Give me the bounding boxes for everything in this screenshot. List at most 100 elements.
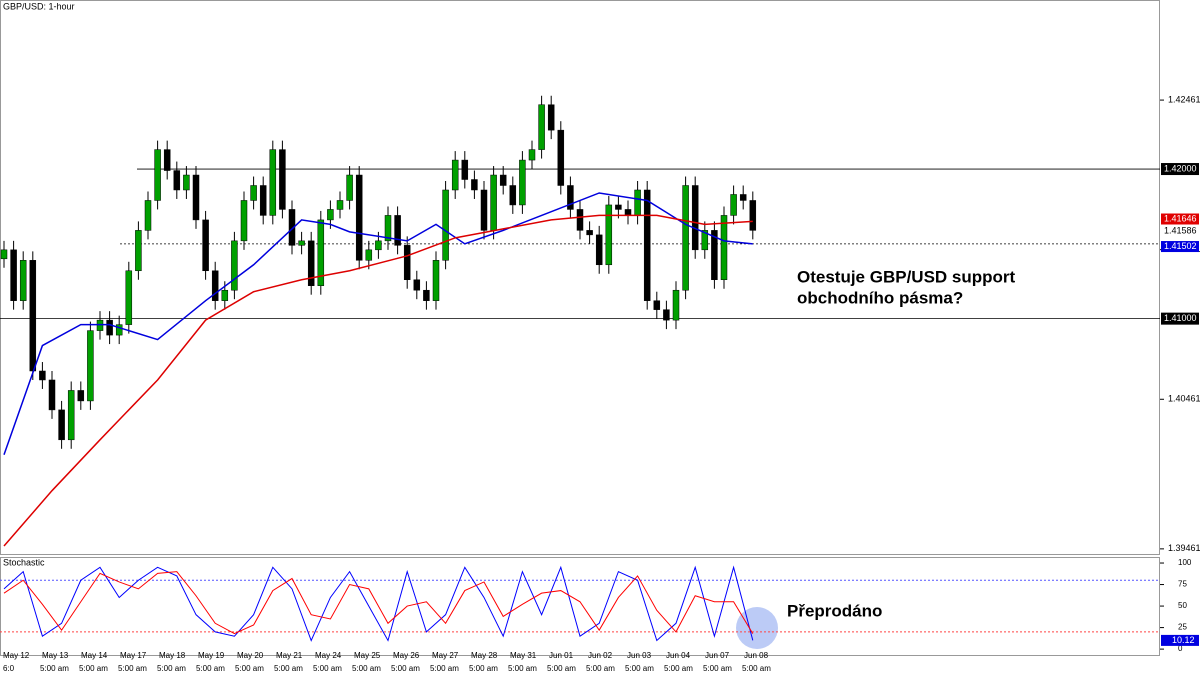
y-tick-label: 0	[1178, 644, 1183, 653]
candle-body	[576, 209, 584, 231]
candle-body	[115, 324, 123, 336]
x-time-label: 5:00 am	[547, 664, 576, 673]
candle-body	[67, 390, 75, 441]
candle-body	[87, 330, 94, 402]
candle-body	[144, 200, 152, 231]
candle-body	[653, 300, 661, 310]
candle-body	[327, 209, 334, 221]
candle-body	[346, 174, 353, 201]
highlight	[736, 607, 778, 649]
x-date-label: Jun 03	[627, 651, 652, 660]
price-panel	[0, 0, 1160, 555]
candle-body	[499, 174, 507, 186]
candle-body	[231, 240, 238, 291]
x-date-label: May 27	[432, 651, 459, 660]
candle-body	[615, 204, 622, 210]
candle-body	[634, 189, 641, 216]
x-date-label: May 12	[3, 651, 30, 660]
candle-body	[691, 185, 699, 251]
x-date-label: May 14	[81, 651, 108, 660]
candle-body	[471, 179, 478, 191]
candle-body	[288, 209, 296, 246]
x-time-label: 5:00 am	[40, 664, 69, 673]
x-date-label: May 26	[393, 651, 420, 660]
price-label: 1.42000	[1164, 163, 1197, 173]
chart-title: GBP/USD: 1-hour	[3, 1, 75, 11]
x-date-label: May 25	[354, 651, 381, 660]
candle-body	[451, 159, 459, 191]
candle-body	[509, 185, 517, 206]
candle-body	[413, 279, 421, 291]
price-label: 1.41000	[1164, 313, 1197, 323]
x-date-label: May 19	[198, 651, 225, 660]
x-date-label: May 24	[315, 651, 342, 660]
moving-average	[3, 214, 753, 547]
x-time-label: 6:0	[3, 664, 15, 673]
x-time-label: 5:00 am	[274, 664, 303, 673]
y-tick-label: 75	[1178, 580, 1187, 589]
candle-body	[384, 215, 392, 242]
candle-body	[663, 309, 670, 321]
x-time-label: 5:00 am	[430, 664, 459, 673]
candle-body	[624, 209, 632, 216]
candle-body	[643, 189, 651, 301]
candle-body	[279, 149, 286, 210]
candle-body	[192, 174, 200, 221]
x-time-label: 5:00 am	[391, 664, 420, 673]
x-time-label: 5:00 am	[625, 664, 654, 673]
annotation: Přeprodáno	[787, 601, 882, 620]
candle-body	[298, 240, 305, 246]
x-time-label: 5:00 am	[79, 664, 108, 673]
x-date-label: Jun 04	[666, 651, 691, 660]
x-date-label: Jun 07	[705, 651, 730, 660]
stoch-line	[3, 571, 754, 635]
candle-body	[490, 174, 497, 231]
candle-body	[701, 230, 709, 251]
candle-body	[39, 370, 46, 381]
x-date-label: May 17	[120, 651, 147, 660]
candle-body	[19, 260, 27, 301]
moving-average	[3, 192, 753, 456]
y-tick-label: 25	[1178, 623, 1187, 632]
candle-body	[538, 104, 545, 150]
candle-body	[135, 230, 142, 272]
x-time-label: 5:00 am	[196, 664, 225, 673]
candle-body	[250, 185, 257, 201]
x-date-label: May 28	[471, 651, 498, 660]
price-tag-label: 1.41646	[1164, 213, 1197, 223]
candle-body	[461, 159, 469, 180]
candle-body	[375, 240, 382, 251]
x-time-label: 5:00 am	[664, 664, 693, 673]
x-date-label: May 18	[159, 651, 186, 660]
candle-body	[125, 270, 133, 325]
x-time-label: 5:00 am	[313, 664, 342, 673]
y-tick-label: 1.40461	[1168, 394, 1200, 404]
x-time-label: 5:00 am	[157, 664, 186, 673]
candle-body	[29, 260, 37, 372]
price-tag	[1161, 213, 1199, 225]
candle-body	[711, 230, 718, 280]
price-label-box	[1161, 312, 1199, 325]
x-date-label: Jun 08	[744, 651, 769, 660]
x-time-label: 5:00 am	[469, 664, 498, 673]
candle-body	[154, 149, 161, 201]
candle-body	[749, 200, 757, 231]
candle-body	[432, 260, 440, 301]
price-tag-label: 1.41586	[1164, 225, 1197, 235]
candle-body	[106, 319, 113, 336]
candle-body	[259, 185, 267, 216]
candle-body	[307, 240, 315, 286]
panel-title: Stochastic	[3, 557, 45, 567]
x-time-label: 5:00 am	[508, 664, 537, 673]
annotation: obchodního pásma?	[797, 288, 963, 307]
candle-body	[730, 194, 737, 216]
candle-body	[77, 390, 85, 402]
price-tag	[1161, 225, 1199, 237]
candle-body	[394, 215, 401, 246]
candle-body	[365, 249, 373, 261]
candle-body	[567, 185, 574, 210]
y-tick-label: 1.42461	[1168, 94, 1200, 104]
y-tick-label: 100	[1178, 558, 1192, 567]
candle-body	[336, 200, 344, 210]
